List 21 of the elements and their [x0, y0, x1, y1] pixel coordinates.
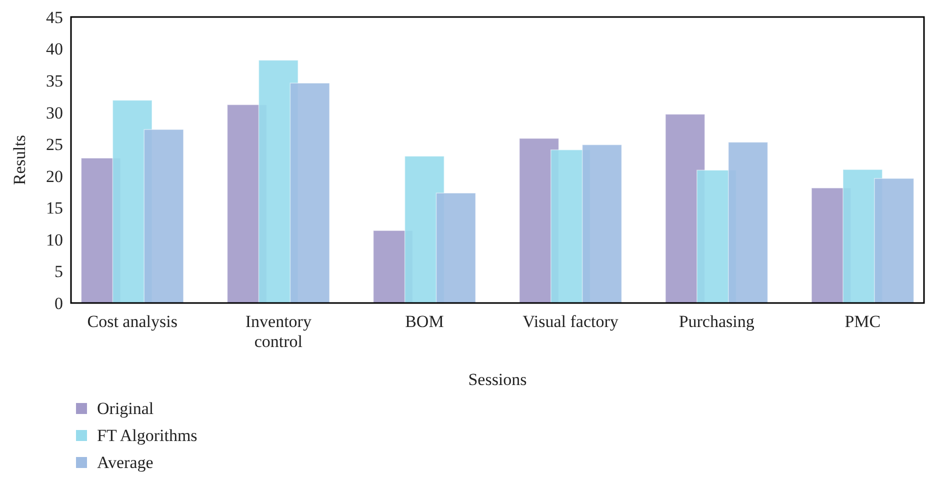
y-tick-label: 35	[46, 72, 63, 91]
y-tick-label: 40	[46, 40, 63, 59]
legend-label: FT Algorithms	[97, 426, 198, 445]
y-axis-title: Results	[10, 134, 29, 186]
legend-label: Average	[97, 452, 154, 472]
x-tick-label: PMC	[844, 312, 881, 331]
y-tick-label: 0	[54, 294, 63, 313]
x-tick-label: Cost analysis	[87, 312, 178, 331]
x-tick-label: Visual factory	[522, 312, 619, 331]
y-tick-label: 5	[54, 262, 63, 282]
y-tick-label: 25	[46, 135, 63, 154]
legend-label: Original	[97, 398, 154, 418]
y-tick-label: 30	[46, 103, 63, 122]
x-tick-label: Purchasing	[678, 312, 755, 331]
y-tick-label: 45	[46, 8, 63, 27]
x-tick-label: Inventory control	[245, 312, 312, 351]
y-tick-label: 15	[46, 198, 63, 218]
x-axis-title: Sessions	[468, 370, 527, 389]
y-tick-label: 10	[46, 230, 63, 250]
x-tick-label: BOM	[405, 312, 444, 331]
y-tick-label: 20	[46, 166, 63, 186]
